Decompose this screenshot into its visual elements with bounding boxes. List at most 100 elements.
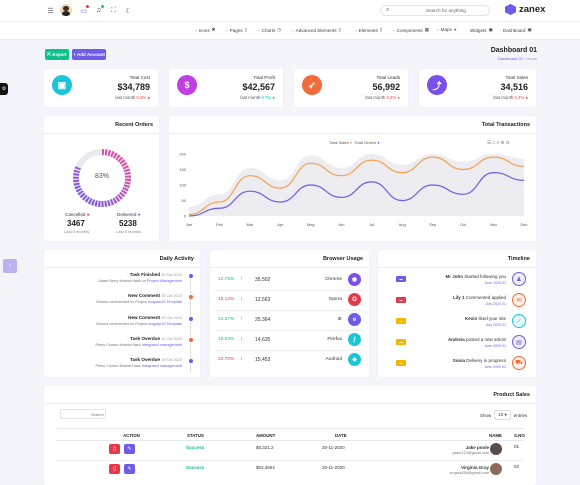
- stat-card-total-cost: ▣ Total Cost $34,789 last month 0.2% ●: [44, 69, 158, 107]
- y-tick-label: 150: [179, 167, 186, 172]
- activity-link[interactable]: AngularJS Template: [148, 300, 182, 304]
- menu-icon[interactable]: ☰: [47, 7, 54, 15]
- moon-icon[interactable]: ☾: [125, 7, 132, 15]
- nav-pages[interactable]: ◦ Pages ▯: [226, 27, 248, 33]
- activity-item: Task Finished 29 Oct 2020 Adam Berry fin…: [98, 272, 182, 283]
- delivered-label: Delivered: [117, 212, 137, 217]
- avatar: [490, 463, 502, 475]
- nav-advanced-elements[interactable]: ◦ Advanced Elements ▯: [292, 27, 342, 33]
- breadcrumb: Dashboard 01 / Home: [497, 56, 537, 61]
- chart-background-band: [189, 154, 524, 216]
- nav-elements[interactable]: ◦ Elements ▯: [355, 27, 383, 33]
- trend-icon: ●: [272, 95, 275, 100]
- file-icon: ▯: [338, 27, 342, 32]
- col-amount[interactable]: AMOUNT: [256, 433, 276, 438]
- trash-icon: ▯: [113, 466, 116, 472]
- brand-logo[interactable]: zanex: [505, 4, 545, 15]
- avatar[interactable]: [60, 4, 72, 16]
- x-tick-label: Jan: [186, 222, 192, 227]
- user-add-icon: ♟: [512, 272, 526, 286]
- y-tick-label: 100: [179, 183, 186, 188]
- browser-usage-card: Browser Usage 12.75% ↑ 35,502 Chrome ◉ 1…: [210, 250, 369, 377]
- truck-icon: ⛟: [512, 356, 526, 370]
- x-tick-label: Jun: [338, 222, 344, 227]
- browser-row-chrome: 12.75% ↑ 35,502 Chrome ◉: [210, 270, 369, 290]
- status-badge: Success: [186, 465, 205, 470]
- col-status[interactable]: STATUS: [187, 433, 204, 438]
- zoom-icon: ⌕: [496, 140, 501, 146]
- x-icon: ✖: [211, 27, 216, 32]
- activity-link[interactable]: AngularJS Template: [148, 322, 182, 326]
- briefcase-icon: ▣: [52, 75, 72, 95]
- chat-icon[interactable]: ▭: [78, 5, 89, 16]
- nav-components[interactable]: ◦ Components ▦: [393, 27, 430, 33]
- activity-link[interactable]: Integrated management: [141, 364, 182, 368]
- timeline-line: [190, 274, 191, 372]
- export-icon: ⇱: [47, 51, 52, 57]
- col-date[interactable]: DATE: [335, 433, 347, 438]
- trend-icon: ●: [397, 95, 400, 100]
- stat-card-total-sales: ⤴ Total Sales 34,516 last month 0.4% ●: [419, 69, 536, 107]
- transactions-chart: 0 50 100 150 200 Jan Feb Mar Apr May Jun Jul Aug Sep O…: [179, 152, 527, 228]
- plus-icon: +: [73, 52, 76, 57]
- fullscreen-icon[interactable]: ⛶: [111, 6, 116, 14]
- card-title: Total Transactions: [481, 122, 530, 128]
- edit-button[interactable]: ✎: [124, 444, 135, 454]
- arrow-down-icon: ↓: [240, 356, 243, 362]
- thumb-icon: ✓: [512, 314, 526, 328]
- nav-widgets[interactable]: Widgets ▣: [470, 27, 493, 33]
- add-account-button[interactable]: + Add Account: [72, 49, 106, 60]
- chart-legend: Total Sales ● Total Orders ●: [329, 140, 380, 145]
- page-size-select[interactable]: 10 ▾: [494, 410, 511, 420]
- timeline-item: ▬ Mr John Started following you June 202…: [378, 270, 536, 290]
- activity-link[interactable]: Project Management: [146, 279, 182, 283]
- activity-item: Task Overdue 14 Oct 2020 Petey Cruiser f…: [95, 336, 182, 347]
- activity-item: New Comment 25 Oct 2020 Victoria comment…: [95, 315, 182, 326]
- chart-icon: ⤴: [427, 75, 447, 95]
- search-input[interactable]: ⌕ Search for anything: [380, 5, 490, 16]
- stat-card-total-profit: $ Total Profit $42,567 last month 0.7% ●: [169, 69, 283, 107]
- timeline-card: Timeline ▬ Mr John Started following you…: [378, 250, 536, 377]
- chat-icon: ✉: [512, 293, 526, 307]
- recent-orders-card: Recent Orders 83% Cancelled ● 3467 Last …: [44, 116, 159, 241]
- series-line-total-sales: [188, 156, 525, 216]
- chevron-right-icon: ›: [9, 263, 11, 269]
- browser-row-android: 23.70% ↓ 15,453 Android ◆: [210, 350, 369, 370]
- table-search-input[interactable]: Search: [60, 409, 106, 419]
- nav-maps[interactable]: ◦ Maps ⌖: [437, 27, 457, 32]
- col-action[interactable]: ACTION: [123, 433, 140, 438]
- nav-charts[interactable]: ◦ Charts ◷: [258, 27, 282, 33]
- file-icon: ▯: [244, 27, 248, 32]
- delete-button[interactable]: ▯: [109, 444, 120, 454]
- gauge-percent: 83%: [94, 173, 109, 180]
- bell-icon[interactable]: ♫: [93, 5, 104, 16]
- col-name[interactable]: NAME: [489, 433, 502, 438]
- nav-icons[interactable]: ◦ Icons ✖: [195, 27, 216, 33]
- sidebar-toggle[interactable]: ›: [3, 259, 17, 273]
- avatar: [490, 443, 502, 455]
- card-title: Product Sales: [493, 392, 530, 398]
- series-line-total-orders: [188, 171, 525, 217]
- badge-icon: ▬: [396, 339, 406, 345]
- home-icon: ⌂: [492, 140, 497, 146]
- export-button[interactable]: ⇱ Export: [45, 49, 69, 60]
- chart-toolbar[interactable]: ☰⌂⌕⊕⊖: [487, 140, 511, 146]
- activity-item: New Comment 25 Oct 2020 Victoria comment…: [95, 293, 182, 304]
- breadcrumb-home[interactable]: Home: [526, 56, 537, 61]
- activity-dot: [188, 295, 193, 299]
- col-sno[interactable]: S.NO: [514, 433, 525, 438]
- settings-toggle[interactable]: ⚙: [0, 83, 8, 95]
- clock-icon: ◷: [277, 27, 282, 32]
- logo-icon: [505, 4, 516, 15]
- activity-dot: [188, 338, 193, 342]
- edit-button[interactable]: ✎: [124, 464, 135, 474]
- firefox-icon: ƒ: [348, 333, 361, 346]
- zoom-out-icon: ⊖: [505, 140, 511, 146]
- activity-dot: [188, 317, 193, 321]
- delete-button[interactable]: ▯: [109, 464, 120, 474]
- android-icon: ◆: [348, 353, 361, 366]
- activity-link[interactable]: Integrated management: [141, 343, 182, 347]
- nav-dashboard[interactable]: Dashboard ▣: [503, 27, 532, 33]
- browser-row-firefox: 15.63% ↓ 14,635 Firefox ƒ: [210, 330, 369, 350]
- legend-total-orders: Total Orders ●: [354, 140, 380, 145]
